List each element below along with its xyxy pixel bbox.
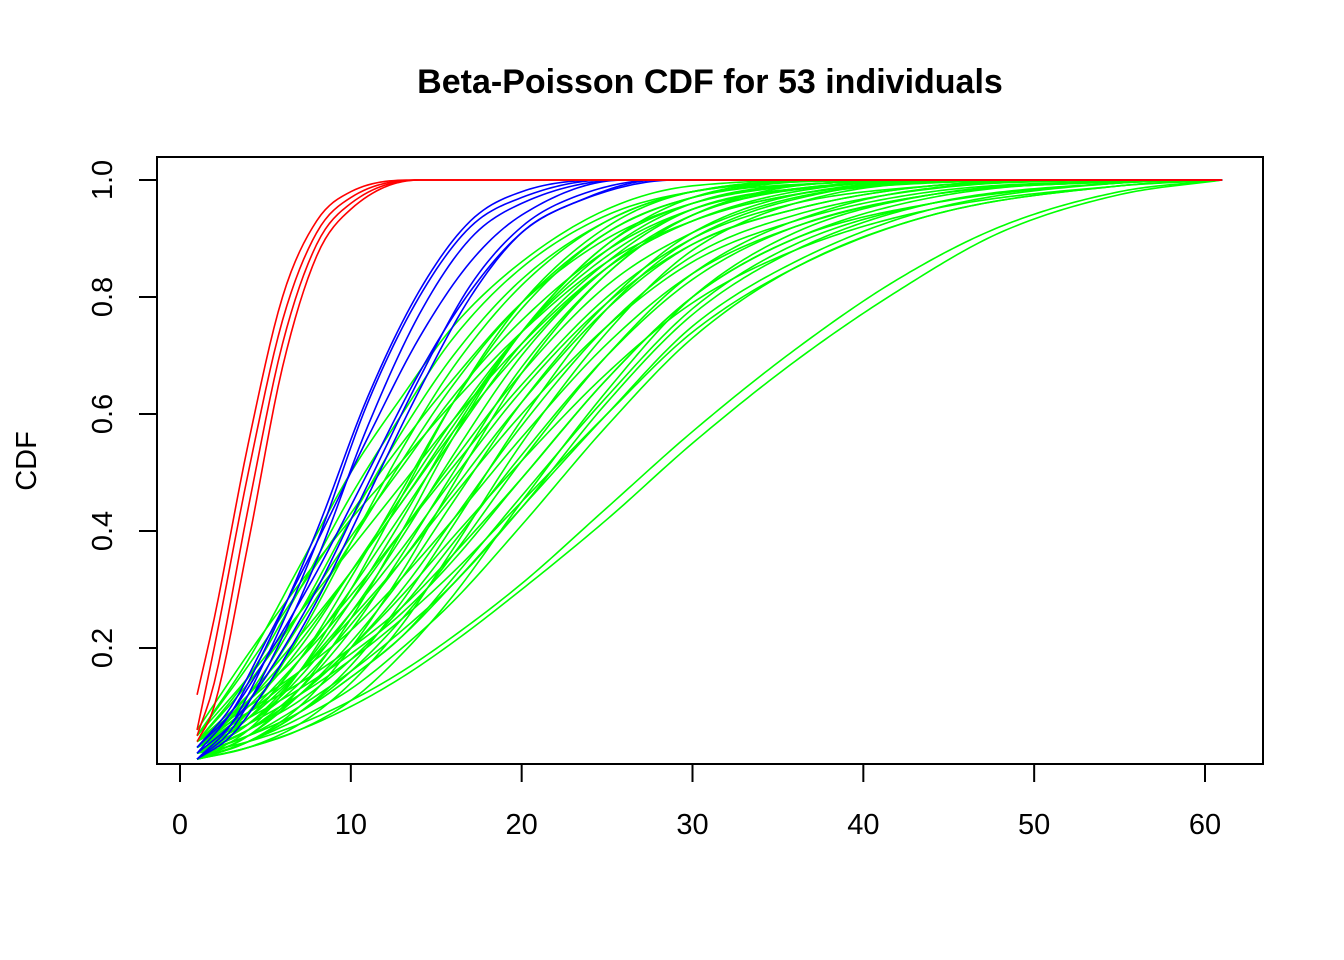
y-tick-label: 0.6 [87,394,119,434]
series-line-green-41 [196,179,1223,755]
series-line-red-4 [196,179,1223,742]
x-axis: 0 10 20 30 40 50 60 [172,763,1221,841]
series-line-green-48 [196,179,1223,760]
series-line-green-49 [196,179,1223,755]
series-line-green-30 [196,179,1223,754]
series-line-green-36 [196,179,1223,749]
series-line-green-17 [196,179,1223,749]
series-line-green-50 [196,179,1223,760]
series-line-green-44 [196,179,1223,755]
series-line-green-24 [196,179,1223,755]
x-tick-label: 40 [847,809,879,841]
series-line-green-38 [196,179,1223,755]
series-line-green-51 [196,179,1223,743]
series-line-blue-9 [196,179,1223,754]
x-tick-label: 0 [172,809,188,841]
series-line-green-27 [196,179,1223,749]
x-tick-label: 30 [676,809,708,841]
series-line-green-22 [196,179,1223,749]
x-tick-label: 20 [506,809,538,841]
x-tick-label: 10 [335,809,367,841]
series-line-green-29 [196,179,1223,749]
series-layer [196,179,1223,760]
series-line-green-52 [196,179,1223,755]
series-line-green-32 [196,179,1223,755]
series-line-green-53 [196,179,1223,755]
y-tick-label: 0.8 [87,277,119,317]
series-line-green-26 [196,179,1223,754]
y-tick-label: 0.2 [87,628,119,668]
series-line-blue-8 [196,179,1223,748]
series-line-green-47 [196,179,1223,749]
x-tick-label: 60 [1189,809,1221,841]
series-line-green-54 [196,179,1223,760]
y-axis-label: CDF [11,431,43,491]
series-line-blue-6 [196,179,1223,754]
series-line-blue-11 [196,179,1223,749]
x-tick-label: 50 [1018,809,1050,841]
y-tick-label: 0.4 [87,511,119,551]
chart-title: Beta-Poisson CDF for 53 individuals [417,63,1003,101]
y-axis: 0.2 0.4 0.6 0.8 1.0 [87,160,158,668]
series-line-green-16 [196,179,1223,754]
series-line-green-14 [196,179,1223,749]
series-line-green-42 [196,179,1223,749]
series-line-green-39 [196,179,1223,743]
series-line-green-33 [196,179,1223,749]
series-line-green-46 [196,179,1223,755]
y-tick-label: 1.0 [87,160,119,200]
series-line-green-35 [196,179,1223,754]
series-line-green-19 [196,179,1223,754]
